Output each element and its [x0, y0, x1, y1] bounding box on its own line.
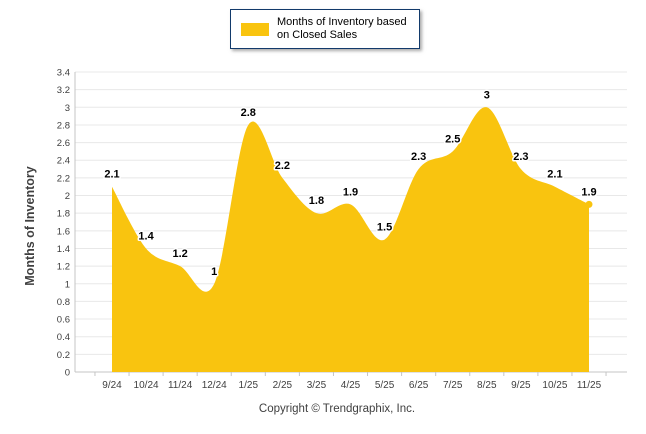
x-tick-label: 3/25	[307, 380, 327, 391]
point-value-label: 2.3	[513, 151, 528, 163]
y-tick-label: 3.4	[57, 68, 70, 79]
y-tick-label: 1.4	[57, 244, 70, 255]
y-tick-label: 2.8	[57, 120, 70, 131]
point-value-label: 1	[211, 266, 217, 278]
last-point-marker	[585, 200, 593, 208]
x-tick-label: 8/25	[477, 380, 497, 391]
x-tick-label: 9/25	[511, 380, 531, 391]
y-tick-label: 2	[65, 191, 70, 202]
point-value-label: 1.4	[138, 230, 154, 242]
point-value-label: 2.2	[275, 160, 290, 172]
x-tick-label: 10/25	[542, 380, 567, 391]
point-value-label: 2.5	[445, 133, 460, 145]
point-value-label: 2.3	[411, 151, 426, 163]
point-value-label: 1.5	[377, 222, 392, 234]
point-value-label: 1.2	[172, 248, 187, 260]
y-tick-label: 2.4	[57, 156, 70, 167]
y-tick-label: 0.2	[57, 350, 70, 361]
legend-label-line2: on Closed Sales	[277, 29, 358, 41]
x-tick-label: 12/24	[202, 380, 227, 391]
point-value-label: 2.8	[241, 107, 256, 119]
x-tick-label: 11/24	[168, 380, 193, 391]
point-value-label: 2.1	[547, 169, 562, 181]
point-value-label: 1.8	[309, 195, 324, 207]
x-tick-label: 1/25	[239, 380, 259, 391]
legend-label: Months of Inventory based on Closed Sale…	[277, 16, 407, 43]
x-tick-label: 4/25	[341, 380, 361, 391]
y-tick-label: 2.2	[57, 173, 70, 184]
legend-label-line1: Months of Inventory based	[277, 15, 407, 28]
point-value-label: 1.9	[581, 186, 596, 198]
x-tick-label: 7/25	[443, 380, 463, 391]
y-tick-label: 0.8	[57, 297, 70, 308]
x-tick-label: 6/25	[409, 380, 429, 391]
legend-swatch-icon	[241, 22, 269, 36]
legend-box: Months of Inventory based on Closed Sale…	[230, 9, 420, 49]
x-tick-label: 5/25	[375, 380, 395, 391]
y-tick-label: 0.4	[57, 332, 70, 343]
y-tick-label: 2.6	[57, 138, 70, 149]
y-tick-label: 1.2	[57, 262, 70, 273]
y-tick-label: 1.6	[57, 226, 70, 237]
point-value-label: 3	[484, 89, 490, 101]
point-value-label: 2.1	[104, 169, 119, 181]
x-tick-label: 10/24	[134, 380, 159, 391]
y-tick-label: 3.2	[57, 85, 70, 96]
y-tick-label: 0	[65, 368, 70, 379]
copyright-text: Copyright © Trendgraphix, Inc.	[258, 403, 416, 415]
y-tick-label: 1.8	[57, 209, 70, 220]
point-value-label: 1.9	[343, 186, 358, 198]
x-tick-label: 9/24	[102, 380, 122, 391]
y-tick-label: 3	[65, 103, 70, 114]
y-tick-label: 1	[65, 279, 70, 290]
x-tick-label: 11/25	[577, 380, 602, 391]
y-tick-label: 0.6	[57, 315, 70, 326]
inventory-area-series	[112, 107, 589, 373]
x-tick-label: 2/25	[273, 380, 293, 391]
